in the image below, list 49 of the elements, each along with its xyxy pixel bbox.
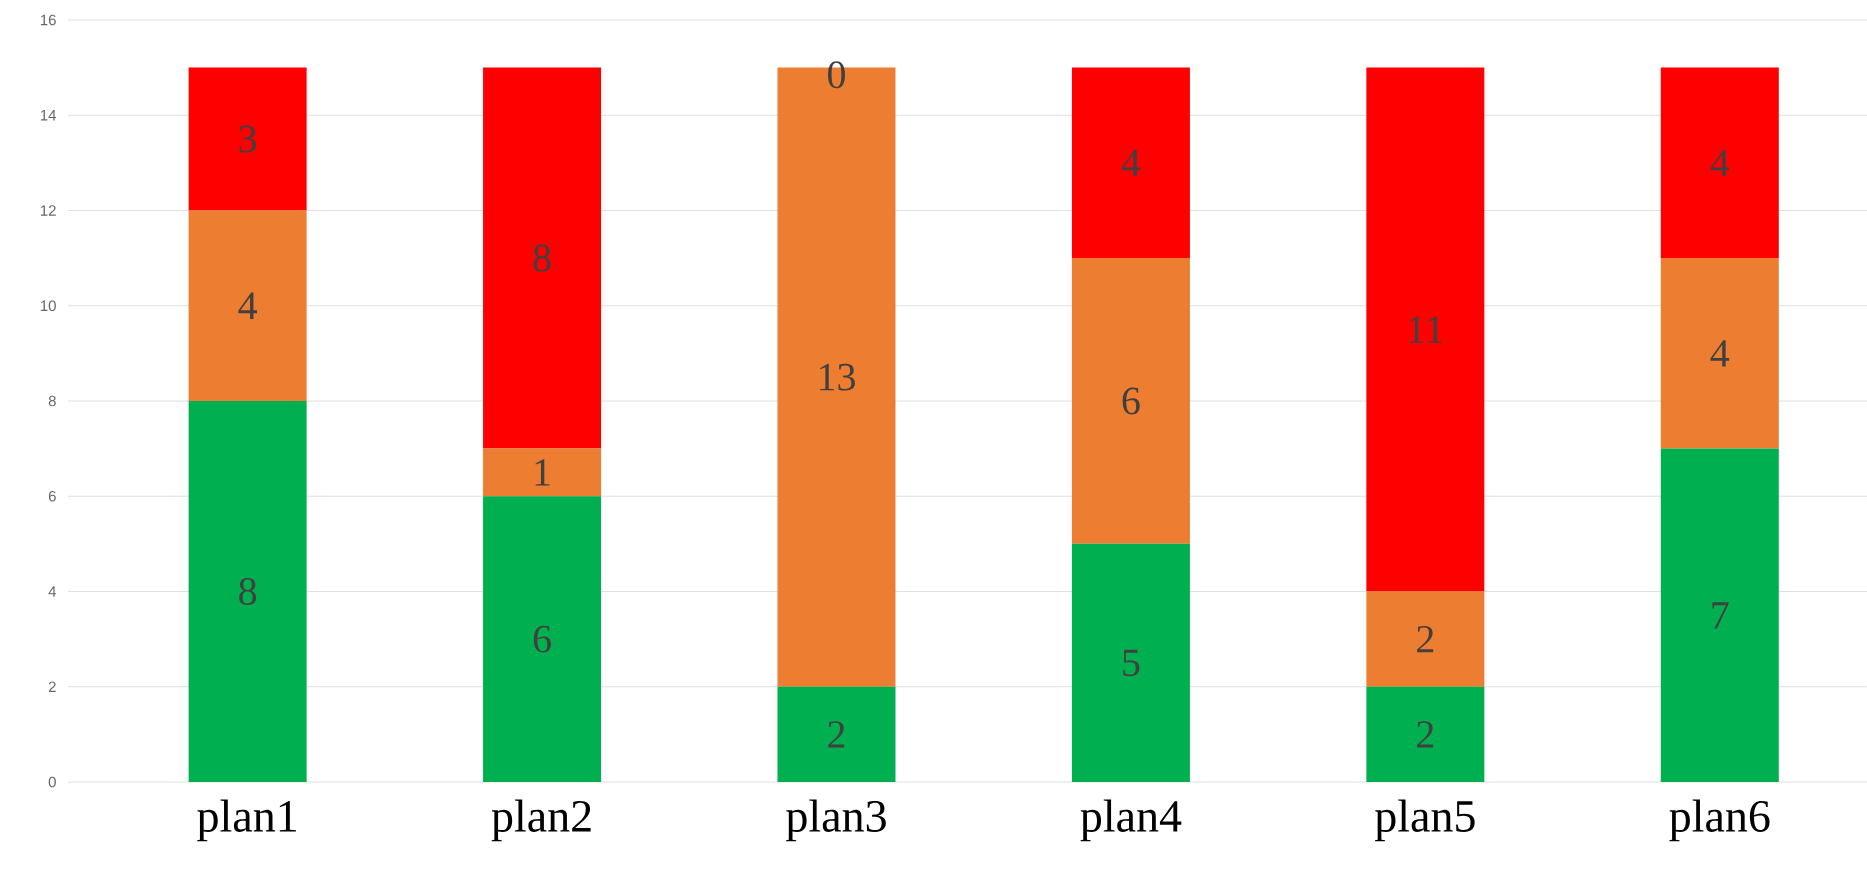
y-tick-label: 12: [40, 205, 56, 216]
y-tick-label: 8: [48, 395, 56, 407]
data-label: 6: [1122, 387, 1140, 415]
x-tick-label: plan2: [491, 799, 591, 842]
bar: [1660, 258, 1779, 449]
data-label: 5: [1123, 649, 1140, 677]
bar: [1660, 448, 1779, 782]
bar: [483, 448, 602, 497]
data-label: 8: [239, 577, 257, 605]
y-tick-label: 14: [40, 110, 57, 121]
y-tick-label: 2: [48, 681, 56, 692]
bar: [1366, 67, 1485, 592]
data-label: 13: [820, 363, 855, 391]
x-tick-label: plan3: [786, 799, 886, 842]
data-label: 4: [1121, 149, 1141, 177]
bar: [1366, 591, 1485, 687]
bar: [1071, 67, 1190, 259]
data-label: 3: [239, 125, 257, 153]
x-tick-label: plan4: [1080, 799, 1182, 842]
data-label: 2: [1417, 721, 1434, 748]
data-label: 7: [1712, 602, 1729, 629]
bar: [777, 686, 896, 782]
bar: [188, 67, 307, 211]
bar: [1366, 686, 1485, 782]
bar: [188, 400, 307, 782]
x-tick-label: plan6: [1669, 799, 1770, 842]
y-tick-label: 16: [40, 14, 56, 26]
data-label: 11: [1409, 316, 1443, 343]
data-label: 2: [828, 721, 845, 748]
y-tick-label: 0: [48, 776, 56, 788]
y-tick-label: 6: [48, 490, 56, 502]
data-label: 6: [533, 625, 551, 653]
data-label: 2: [1417, 625, 1434, 653]
bar: [483, 496, 602, 782]
y-tick-label: 10: [40, 300, 56, 312]
bar: [1071, 258, 1190, 544]
data-label: 8: [533, 244, 551, 272]
data-label: 0: [828, 61, 845, 89]
bar: [483, 67, 602, 449]
data-label: 4: [238, 292, 257, 319]
x-tick-label: plan1: [197, 799, 296, 842]
bar: [1660, 67, 1779, 259]
data-label: 1: [535, 459, 550, 486]
y-tick-label: 4: [48, 586, 57, 597]
x-tick-label: plan5: [1374, 799, 1475, 842]
data-label: 4: [1710, 340, 1730, 367]
data-label: 4: [1710, 149, 1730, 177]
bar: [188, 210, 307, 401]
bar: [1071, 543, 1190, 782]
